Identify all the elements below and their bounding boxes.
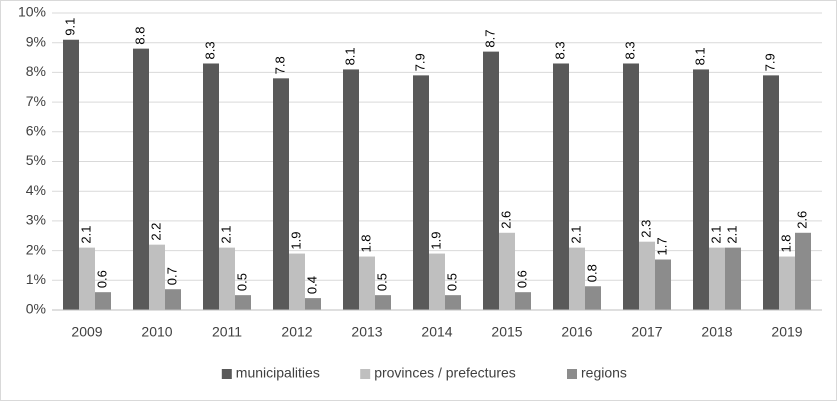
data-label: 8.3 <box>622 41 637 59</box>
bar <box>413 75 429 311</box>
data-label: 1.9 <box>288 231 303 249</box>
data-label: 8.8 <box>132 27 147 45</box>
bar <box>639 241 655 310</box>
data-label: 7.8 <box>272 56 287 74</box>
y-tick-label: 4% <box>26 182 46 198</box>
legend-label: provinces / prefectures <box>374 365 516 381</box>
legend-swatch <box>567 369 577 379</box>
data-label: 0.7 <box>164 267 179 285</box>
data-label: 8.7 <box>482 30 497 48</box>
x-tick-label: 2015 <box>491 324 522 340</box>
data-label: 2.1 <box>568 226 583 244</box>
data-label: 2.1 <box>218 226 233 244</box>
bar <box>219 247 235 310</box>
data-label: 1.7 <box>654 237 669 255</box>
data-label: 0.6 <box>514 270 529 288</box>
data-label: 8.3 <box>552 41 567 59</box>
data-label: 7.9 <box>412 53 427 71</box>
data-label: 2.1 <box>708 226 723 244</box>
y-tick-label: 10% <box>18 4 46 20</box>
bar <box>375 295 391 310</box>
bar <box>289 253 305 310</box>
data-label: 2.1 <box>724 226 739 244</box>
data-label: 2.6 <box>498 211 513 229</box>
x-tick-label: 2011 <box>212 324 242 340</box>
bar <box>235 295 251 310</box>
x-tick-label: 2012 <box>281 324 312 340</box>
bar <box>623 63 639 310</box>
y-tick-label: 6% <box>26 123 46 139</box>
data-label: 0.4 <box>304 276 319 294</box>
data-label: 9.1 <box>62 18 77 36</box>
data-label: 2.3 <box>638 220 653 238</box>
bar <box>763 75 779 311</box>
bar <box>655 259 671 310</box>
x-tick-label: 2013 <box>351 324 382 340</box>
y-tick-label: 1% <box>26 271 46 287</box>
x-tick-label: 2009 <box>71 324 102 340</box>
data-label: 0.8 <box>584 264 599 282</box>
y-tick-label: 8% <box>26 63 46 79</box>
bar <box>79 247 95 310</box>
legend-swatch <box>360 369 371 379</box>
bar <box>203 63 219 310</box>
data-label: 8.1 <box>342 47 357 65</box>
bar <box>149 244 165 310</box>
data-label: 0.5 <box>234 273 249 291</box>
x-tick-label: 2019 <box>771 324 802 340</box>
data-label: 2.1 <box>78 226 93 244</box>
bar <box>445 295 461 310</box>
y-tick-label: 5% <box>26 152 46 168</box>
bar <box>779 256 795 310</box>
bar <box>133 48 149 310</box>
legend-label: regions <box>581 365 627 381</box>
bar <box>483 51 499 311</box>
bar <box>95 292 111 310</box>
x-tick-label: 2014 <box>421 324 452 340</box>
bar <box>63 39 79 310</box>
bar <box>725 247 741 310</box>
bar <box>305 298 321 310</box>
data-label: 7.9 <box>762 53 777 71</box>
bar <box>585 286 601 310</box>
bar <box>499 232 515 310</box>
bar <box>343 69 359 311</box>
data-label: 1.8 <box>358 234 373 252</box>
legend-swatch <box>221 369 232 379</box>
data-label: 0.5 <box>374 273 389 291</box>
bar <box>795 232 811 310</box>
x-tick-label: 2017 <box>631 324 662 340</box>
data-label: 2.6 <box>794 211 809 229</box>
bar <box>693 69 709 311</box>
y-tick-label: 3% <box>26 212 46 228</box>
data-label: 0.5 <box>444 273 459 291</box>
bar <box>553 63 569 310</box>
bar <box>359 256 375 310</box>
legend-label: municipalities <box>236 365 320 381</box>
bar <box>273 78 289 310</box>
y-tick-label: 0% <box>26 301 46 317</box>
data-label: 1.9 <box>428 231 443 249</box>
x-tick-label: 2018 <box>701 324 732 340</box>
x-tick-label: 2016 <box>561 324 592 340</box>
data-label: 1.8 <box>778 234 793 252</box>
data-label: 8.3 <box>202 41 217 59</box>
bar <box>569 247 585 310</box>
bar <box>429 253 445 310</box>
bar <box>709 247 725 310</box>
y-tick-label: 7% <box>26 93 46 109</box>
data-label: 8.1 <box>692 47 707 65</box>
data-label: 0.6 <box>94 270 109 288</box>
bar <box>165 289 181 310</box>
y-tick-label: 2% <box>26 241 46 257</box>
x-tick-label: 2010 <box>141 324 172 340</box>
bar <box>515 292 531 310</box>
y-tick-label: 9% <box>26 33 46 49</box>
data-label: 2.2 <box>148 223 163 241</box>
